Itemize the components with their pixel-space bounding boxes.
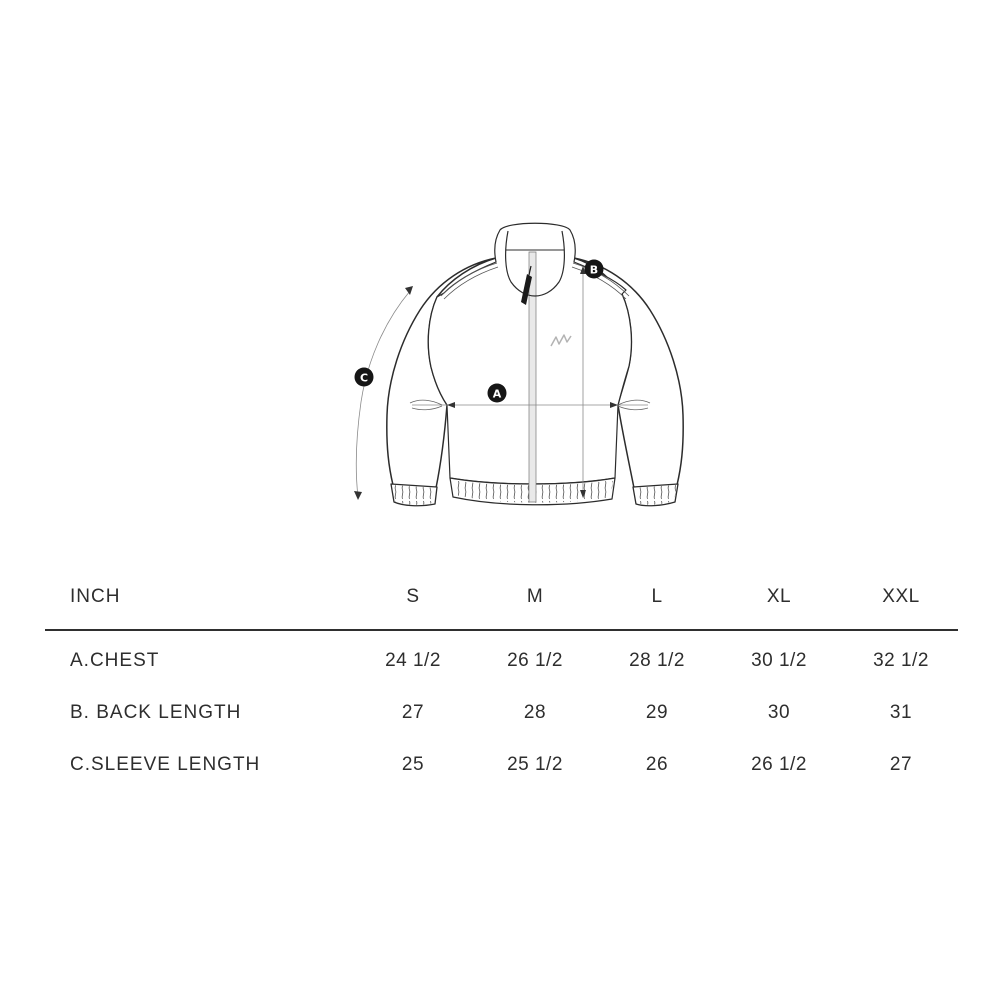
chest-value-m: 26 1/2 [507,650,563,671]
collar [505,230,565,297]
back-length-value-xl: 30 [767,702,791,723]
zipper [528,251,537,503]
sleeve-length-value-m: 25 1/2 [507,754,563,775]
sleeve-length-value-l: 26 [645,754,669,775]
right-cuff [632,483,679,507]
measurement-row-sleeve-length: C.SLEEVE LENGTH 25 25 1/2 26 26 1/2 27 [45,739,962,791]
marker-a-badge: A [487,383,507,403]
sleeve-length-value-xl: 26 1/2 [751,754,807,775]
back-length-value-l: 29 [645,702,669,723]
size-column-header-xxl: XXL [882,586,920,607]
chest-value-xxl: 32 1/2 [873,650,929,671]
size-table-header-row: INCH S M L XL XXL [45,575,962,619]
size-column-header-m: M [526,586,544,607]
row-label-chest: A.CHEST [70,650,160,671]
left-cuff [390,483,438,507]
zipper-pull [521,265,532,305]
back-length-value-s: 27 [401,702,425,723]
measurement-row-back-length: B. BACK LENGTH 27 28 29 30 31 [45,687,962,739]
marker-b-badge: B [584,259,604,279]
marker-b-label: B [590,264,598,277]
size-column-header-xl: XL [766,586,792,607]
size-column-header-s: S [406,586,420,607]
chest-dimension [409,399,651,411]
measurement-row-chest: A.CHEST 24 1/2 26 1/2 28 1/2 30 1/2 32 1… [45,635,962,687]
size-column-header-l: L [651,586,663,607]
chest-value-s: 24 1/2 [385,650,441,671]
shoulder-piping [440,262,630,300]
back-length-dimension [580,266,586,498]
marker-c-badge: C [354,367,374,387]
row-label-back-length: B. BACK LENGTH [70,702,242,723]
back-length-value-m: 28 [523,702,547,723]
back-length-value-xxl: 31 [889,702,913,723]
chest-value-l: 28 1/2 [629,650,685,671]
marker-a-label: A [493,388,502,401]
size-table: INCH S M L XL XXL A.CHEST 24 1/2 26 1/2 … [45,575,962,791]
unit-header: INCH [70,586,121,607]
chest-logo [550,334,572,347]
sleeve-length-dimension [354,286,413,500]
table-divider [45,629,958,631]
sleeve-length-value-s: 25 [401,754,425,775]
chest-value-xl: 30 1/2 [751,650,807,671]
marker-c-label: C [360,372,368,385]
row-label-sleeve-length: C.SLEEVE LENGTH [70,754,261,775]
sleeve-length-value-xxl: 27 [889,754,913,775]
